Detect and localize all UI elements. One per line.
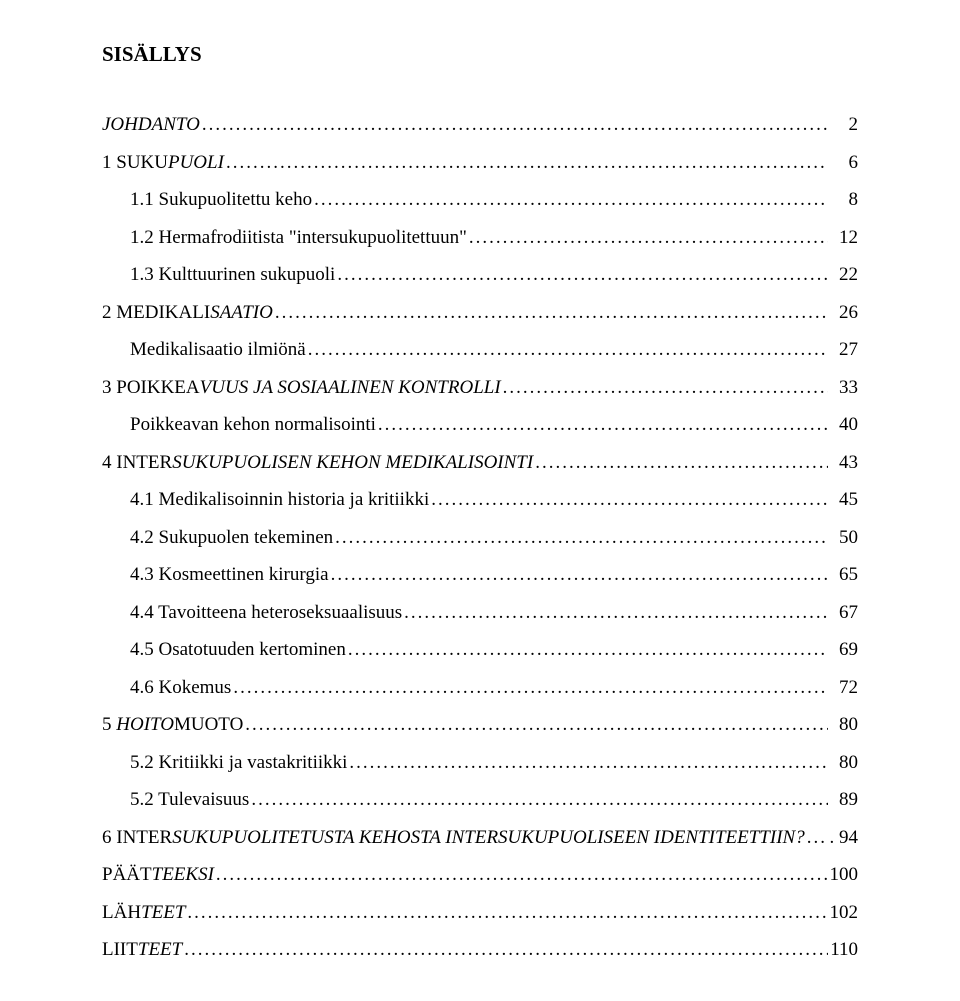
- toc-entry: 4.1 Medikalisoinnin historia ja kritiikk…: [102, 490, 858, 509]
- toc-entry-page: 67: [830, 603, 858, 622]
- toc-leader-dots: [431, 490, 828, 509]
- toc-leader-dots: [503, 378, 828, 397]
- toc-entry-label: 4.1 Medikalisoinnin historia ja kritiikk…: [130, 490, 429, 509]
- toc-leader-dots: [245, 715, 828, 734]
- toc-leader-dots: [233, 678, 828, 697]
- toc-entry-label: LIITTEET: [102, 940, 182, 959]
- toc-entry: LÄHTEET 102: [102, 903, 858, 922]
- toc-entry-label: LÄHTEET: [102, 903, 185, 922]
- toc-leader-dots: [184, 940, 828, 959]
- toc-entry-page: 22: [830, 265, 858, 284]
- toc-entry-page: 89: [830, 790, 858, 809]
- toc-entry-page: 12: [830, 228, 858, 247]
- toc-entry-label: 1.1 Sukupuolitettu keho: [130, 190, 312, 209]
- toc-entry: 4.6 Kokemus 72: [102, 678, 858, 697]
- toc-entry-page: 26: [830, 303, 858, 322]
- toc-entry: 1.1 Sukupuolitettu keho 8: [102, 190, 858, 209]
- toc-entry-label: 4.4 Tavoitteena heteroseksuaalisuus: [130, 603, 402, 622]
- toc-entry-label: 5 HOITOMUOTO: [102, 715, 243, 734]
- toc-entry-label: 5.2 Tulevaisuus: [130, 790, 249, 809]
- toc-entry-label: 6 INTERSUKUPUOLITETUSTA KEHOSTA INTERSUK…: [102, 828, 805, 847]
- toc-entry-page: 45: [830, 490, 858, 509]
- toc-leader-dots: [216, 865, 828, 884]
- toc-entry-page: 102: [830, 903, 859, 922]
- toc-entry-page: 110: [830, 940, 858, 959]
- toc-entry-label: 3 POIKKEAVUUS JA SOSIAALINEN KONTROLLI: [102, 378, 501, 397]
- toc-entry-label: PÄÄTTEEKSI: [102, 865, 214, 884]
- toc-entry-label: Poikkeavan kehon normalisointi: [130, 415, 376, 434]
- toc-leader-dots: [469, 228, 828, 247]
- toc-entry: 5.2 Tulevaisuus 89: [102, 790, 858, 809]
- toc-entry: LIITTEET 110: [102, 940, 858, 959]
- toc-entry-page: 8: [830, 190, 858, 209]
- toc-entry-label: 4.6 Kokemus: [130, 678, 231, 697]
- toc-leader-dots: [202, 115, 828, 134]
- toc-entry-page: 33: [830, 378, 858, 397]
- toc-entry-page: 50: [830, 528, 858, 547]
- toc-entry-label: JOHDANTO: [102, 115, 200, 134]
- toc-leader-dots: [187, 903, 827, 922]
- toc-entry-page: 65: [830, 565, 858, 584]
- toc-leader-dots: [807, 828, 828, 847]
- toc-entry: 6 INTERSUKUPUOLITETUSTA KEHOSTA INTERSUK…: [102, 828, 858, 847]
- toc-entry: 2 MEDIKALISAATIO 26: [102, 303, 858, 322]
- toc-entry: 4.3 Kosmeettinen kirurgia 65: [102, 565, 858, 584]
- toc-heading: SISÄLLYS: [102, 42, 858, 67]
- toc-leader-dots: [251, 790, 828, 809]
- toc-entry: Medikalisaatio ilmiönä 27: [102, 340, 858, 359]
- document-page: SISÄLLYS JOHDANTO 2 1 SUKUPUOLI 6 1.1 Sukupu…: [0, 0, 960, 1001]
- toc-leader-dots: [314, 190, 828, 209]
- toc-leader-dots: [337, 265, 828, 284]
- toc-entry: 1 SUKUPUOLI 6: [102, 153, 858, 172]
- toc-entry-page: 100: [830, 865, 859, 884]
- toc-entry: 4.5 Osatotuuden kertominen 69: [102, 640, 858, 659]
- toc-entry-page: 72: [830, 678, 858, 697]
- toc-leader-dots: [275, 303, 828, 322]
- toc-entry: PÄÄTTEEKSI 100: [102, 865, 858, 884]
- toc-entry: 4 INTERSUKUPUOLISEN KEHON MEDIKALISOINTI…: [102, 453, 858, 472]
- toc-leader-dots: [349, 753, 828, 772]
- toc-leader-dots: [335, 528, 828, 547]
- toc-entry-label: 4.3 Kosmeettinen kirurgia: [130, 565, 329, 584]
- toc-entry: 5 HOITOMUOTO 80: [102, 715, 858, 734]
- toc-entry-page: 2: [830, 115, 858, 134]
- toc-entry-label: 5.2 Kritiikki ja vastakritiikki: [130, 753, 347, 772]
- toc-entry: 5.2 Kritiikki ja vastakritiikki 80: [102, 753, 858, 772]
- toc-leader-dots: [308, 340, 828, 359]
- toc-entry-label: 4 INTERSUKUPUOLISEN KEHON MEDIKALISOINTI: [102, 453, 533, 472]
- toc-entry-label: 1.3 Kulttuurinen sukupuoli: [130, 265, 335, 284]
- toc-leader-dots: [378, 415, 828, 434]
- toc-leader-dots: [226, 153, 828, 172]
- toc-entry: 4.4 Tavoitteena heteroseksuaalisuus 67: [102, 603, 858, 622]
- toc-entry: 3 POIKKEAVUUS JA SOSIAALINEN KONTROLLI 33: [102, 378, 858, 397]
- toc-leader-dots: [348, 640, 828, 659]
- toc-entry-label: 1 SUKUPUOLI: [102, 153, 224, 172]
- toc-entry-page: 80: [830, 715, 858, 734]
- toc-entry: 1.2 Hermafrodiitista "intersukupuolitett…: [102, 228, 858, 247]
- toc-entry-page: 40: [830, 415, 858, 434]
- toc-entry-label: 4.2 Sukupuolen tekeminen: [130, 528, 333, 547]
- toc-entry-page: 69: [830, 640, 858, 659]
- toc-entry-page: 43: [830, 453, 858, 472]
- toc-entry-label: 2 MEDIKALISAATIO: [102, 303, 273, 322]
- toc-entry: 4.2 Sukupuolen tekeminen 50: [102, 528, 858, 547]
- toc-entry-label: Medikalisaatio ilmiönä: [130, 340, 306, 359]
- toc-entry-label: 1.2 Hermafrodiitista "intersukupuolitett…: [130, 228, 467, 247]
- toc-entry-page: . 94: [830, 828, 859, 847]
- toc-entry-page: 27: [830, 340, 858, 359]
- toc-entry-page: 80: [830, 753, 858, 772]
- toc-leader-dots: [535, 453, 828, 472]
- toc-leader-dots: [404, 603, 828, 622]
- toc-container: JOHDANTO 2 1 SUKUPUOLI 6 1.1 Sukupuolitettu …: [102, 115, 858, 959]
- toc-entry-page: 6: [830, 153, 858, 172]
- toc-entry-label: 4.5 Osatotuuden kertominen: [130, 640, 346, 659]
- toc-leader-dots: [331, 565, 828, 584]
- toc-entry: JOHDANTO 2: [102, 115, 858, 134]
- toc-entry: 1.3 Kulttuurinen sukupuoli 22: [102, 265, 858, 284]
- toc-entry: Poikkeavan kehon normalisointi 40: [102, 415, 858, 434]
